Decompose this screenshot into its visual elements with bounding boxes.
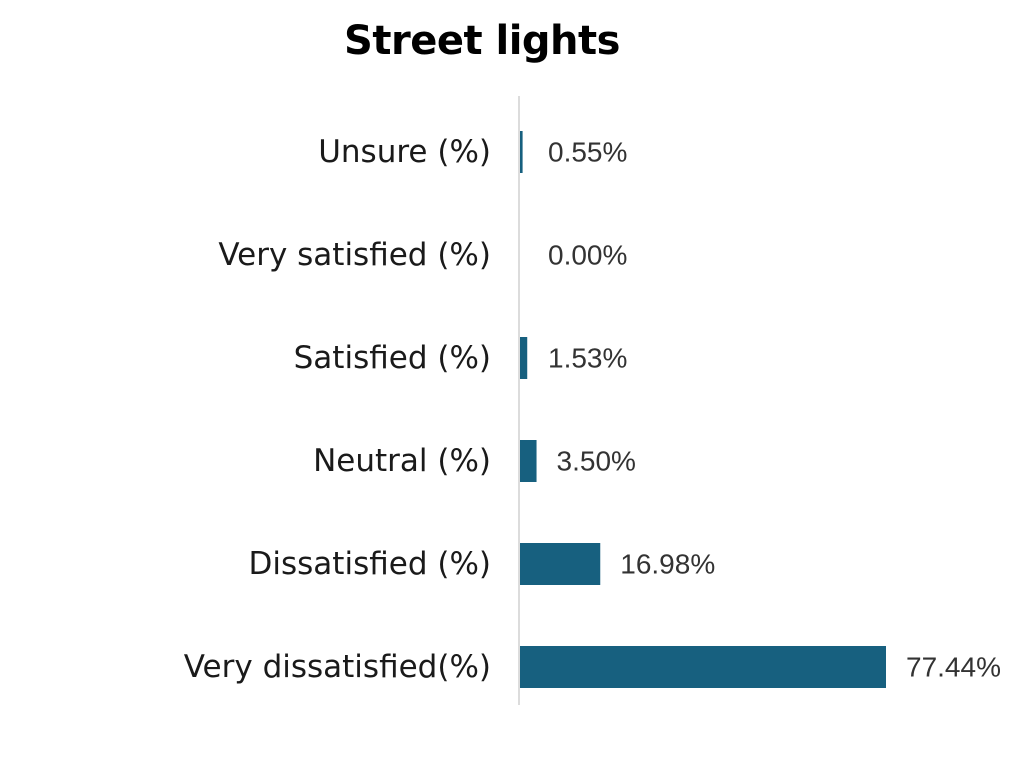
chart-title: Street lights	[344, 18, 620, 64]
category-label: Very dissatisfied(%)	[184, 649, 491, 685]
value-label: 3.50%	[557, 446, 636, 477]
bar	[520, 543, 601, 585]
bar	[520, 131, 523, 173]
value-label: 0.00%	[548, 240, 627, 271]
value-label: 0.55%	[548, 137, 627, 168]
category-label: Unsure (%)	[318, 134, 491, 170]
category-label: Very satisfied (%)	[218, 237, 491, 273]
category-label: Neutral (%)	[313, 443, 491, 479]
category-label: Satisfied (%)	[294, 340, 491, 376]
value-label: 1.53%	[548, 343, 627, 374]
value-label: 16.98%	[620, 549, 715, 580]
value-label: 77.44%	[906, 652, 1001, 683]
bar	[520, 646, 886, 688]
bar	[520, 337, 528, 379]
category-label: Dissatisfied (%)	[249, 546, 491, 582]
bar	[520, 440, 537, 482]
bars-group: Unsure (%) 0.55% Very satisfied (%) 0.00% Sa…	[184, 131, 1001, 688]
